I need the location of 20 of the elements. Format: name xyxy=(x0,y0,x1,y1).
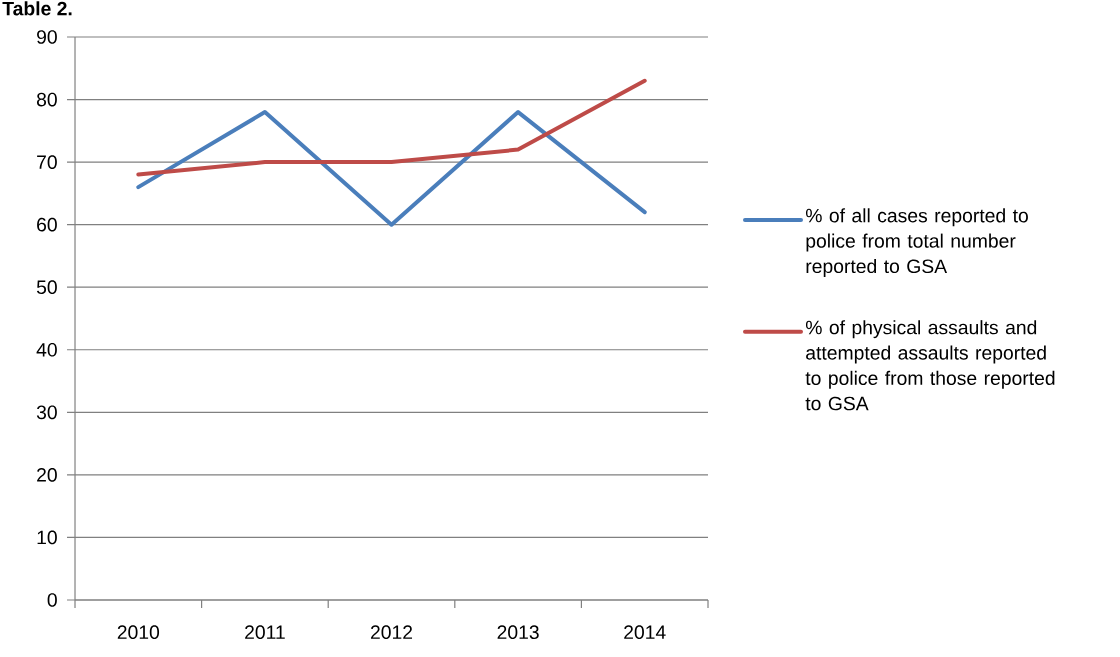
y-tick-label: 0 xyxy=(47,593,57,607)
x-tick-label: 2013 xyxy=(497,625,539,640)
y-tick-label: 50 xyxy=(36,280,57,295)
legend-label: % of physical assaults and attempted assaults reported to police from those reported to GSA xyxy=(805,320,1055,411)
x-tick-label: 2010 xyxy=(117,625,160,640)
y-tick-label: 90 xyxy=(37,30,57,44)
y-tick-label: 70 xyxy=(37,155,57,169)
line-series xyxy=(136,78,647,177)
chart-title: Table 2. xyxy=(2,1,72,16)
y-tick-label: 60 xyxy=(37,217,57,232)
y-tick-label: 40 xyxy=(36,342,57,357)
line-series xyxy=(136,110,647,227)
x-tick-label: 2012 xyxy=(370,625,413,640)
x-tick-label: 2011 xyxy=(245,625,285,640)
legend-label: % of all cases reported to police from total number reported to GSA xyxy=(805,208,1028,277)
y-tick-label: 10 xyxy=(37,530,57,545)
y-tick-label: 80 xyxy=(36,92,57,107)
y-tick-label: 30 xyxy=(36,405,57,420)
x-tick-label: 2014 xyxy=(624,625,666,640)
y-tick-label: 20 xyxy=(37,468,57,482)
